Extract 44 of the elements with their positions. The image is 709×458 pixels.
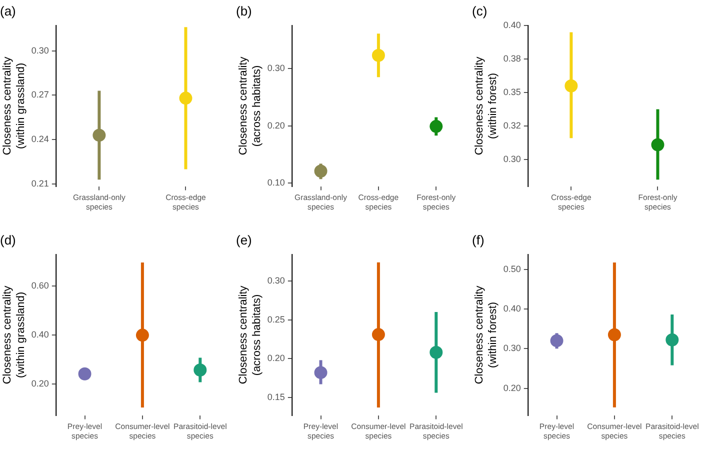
y-tick-label: 0.38: [503, 54, 521, 64]
point: [372, 48, 385, 62]
point: [430, 120, 443, 133]
point: [372, 328, 385, 342]
y-tick-label: 0.20: [503, 382, 521, 393]
y-tick-label: 0.25: [267, 314, 285, 324]
chart-title: (c): [472, 3, 488, 18]
chart-title: (b): [236, 3, 252, 18]
point: [430, 346, 443, 359]
point: [314, 366, 328, 380]
y-tick-label: 0.40: [503, 303, 521, 314]
y-tick-label: 0.15: [267, 392, 285, 402]
y-tick-label: 0.30: [267, 63, 285, 74]
y-tick-label: 0.60: [31, 280, 49, 291]
y-axis-title: Closeness centrality (across habitats): [238, 285, 263, 384]
y-axis-title: Closeness centrality (within forest): [474, 56, 499, 156]
chart-title: (a): [0, 3, 16, 18]
y-tick-label: 0.30: [503, 154, 521, 164]
y-axis-title: Closeness centrality (within grassland): [2, 285, 27, 384]
y-tick-label: 0.40: [31, 330, 49, 340]
point: [136, 328, 149, 342]
point: [78, 367, 92, 380]
chart-title: (d): [0, 232, 16, 248]
y-tick-label: 0.27: [31, 90, 49, 100]
y-tick-label: 0.40: [503, 20, 521, 30]
point: [314, 164, 328, 178]
y-tick-label: 0.20: [31, 378, 49, 389]
y-axis-title: Closeness centrality (across habitats): [238, 56, 263, 156]
y-tick-label: 0.30: [267, 275, 285, 286]
y-axis-title: Closeness centrality (within forest): [474, 285, 499, 384]
y-tick-label: 0.30: [31, 45, 49, 56]
y-tick-label: 0.10: [267, 178, 285, 188]
chart-title: (f): [472, 232, 484, 248]
y-tick-label: 0.24: [31, 134, 49, 144]
y-tick-label: 0.32: [503, 120, 521, 131]
y-axis-title: Closeness centrality (within grassland): [2, 56, 27, 156]
y-tick-label: 0.20: [267, 120, 285, 130]
y-tick-label: 0.30: [503, 343, 521, 354]
y-tick-label: 0.50: [503, 264, 521, 274]
point: [194, 363, 207, 376]
y-tick-label: 0.20: [267, 353, 285, 364]
y-tick-label: 0.35: [503, 87, 521, 98]
chart-title: (e): [236, 232, 252, 248]
y-tick-label: 0.21: [31, 178, 49, 189]
